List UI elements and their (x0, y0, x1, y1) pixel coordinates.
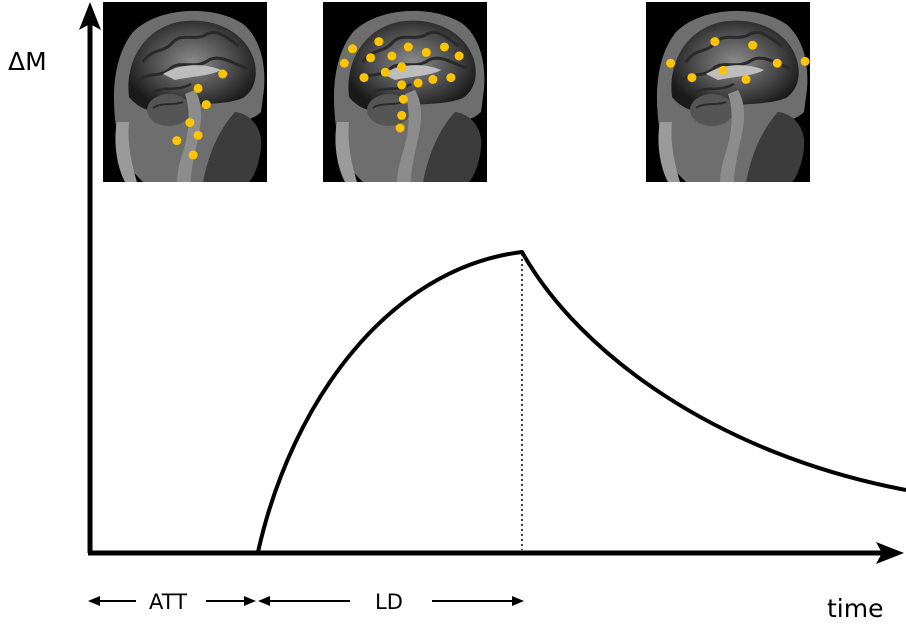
labeled-blood-dots-3 (666, 37, 810, 84)
labeled-blood-dot (366, 53, 376, 63)
labeled-blood-dot (687, 73, 697, 83)
labeled-blood-dot (218, 69, 228, 79)
labeled-blood-dot (172, 136, 182, 146)
labeled-blood-dot (403, 42, 413, 52)
labeled-blood-dot (193, 83, 203, 93)
labeled-blood-dot (772, 58, 782, 68)
labeled-blood-dot (397, 110, 407, 120)
x-axis-label: time (827, 594, 883, 623)
labeled-blood-dot (397, 62, 407, 72)
labeled-blood-dot (185, 118, 195, 128)
x-axis-arrowhead (876, 542, 904, 564)
labeled-blood-dot (454, 51, 464, 61)
labeled-blood-dot (374, 37, 384, 47)
y-axis-arrowhead (79, 2, 101, 30)
labeled-blood-dot (348, 44, 357, 54)
labeled-blood-dot (800, 56, 810, 66)
labeled-blood-dot (421, 47, 431, 57)
labeled-blood-dot (201, 100, 211, 110)
att-label: ATT (149, 590, 187, 614)
ld-label: LD (375, 590, 403, 614)
labeled-blood-dot (428, 74, 438, 84)
labeled-blood-dot (387, 51, 397, 61)
brain-mri-panel-2 (321, 0, 489, 184)
labeled-blood-dot (398, 94, 408, 104)
brain-mri-panel-3 (644, 0, 812, 184)
labeled-blood-dot (380, 67, 390, 77)
labeled-blood-dot (397, 80, 407, 90)
signal-curve (256, 250, 906, 553)
brain-mri-panel-1 (101, 0, 269, 184)
labeled-blood-dots-1 (172, 69, 228, 160)
labeled-blood-dot (395, 123, 405, 133)
y-axis-label: ΔM (8, 47, 47, 76)
labeled-blood-dot (439, 42, 449, 52)
labeled-blood-dot (188, 150, 198, 160)
labeled-blood-dot (718, 65, 728, 75)
labeled-blood-dot (359, 73, 369, 83)
labeled-blood-dot (741, 74, 751, 84)
labeled-blood-dot (339, 58, 349, 68)
att-interval: ATT (88, 590, 256, 614)
labeled-blood-dot (413, 78, 423, 88)
labeled-blood-dot (446, 73, 456, 83)
ld-interval: LD (258, 590, 524, 614)
labeled-blood-dot (748, 40, 758, 50)
labeled-blood-dot (666, 58, 676, 68)
labeled-blood-dot (710, 37, 720, 47)
labeled-blood-dot (193, 130, 203, 140)
labeled-blood-dots-2 (339, 37, 464, 133)
